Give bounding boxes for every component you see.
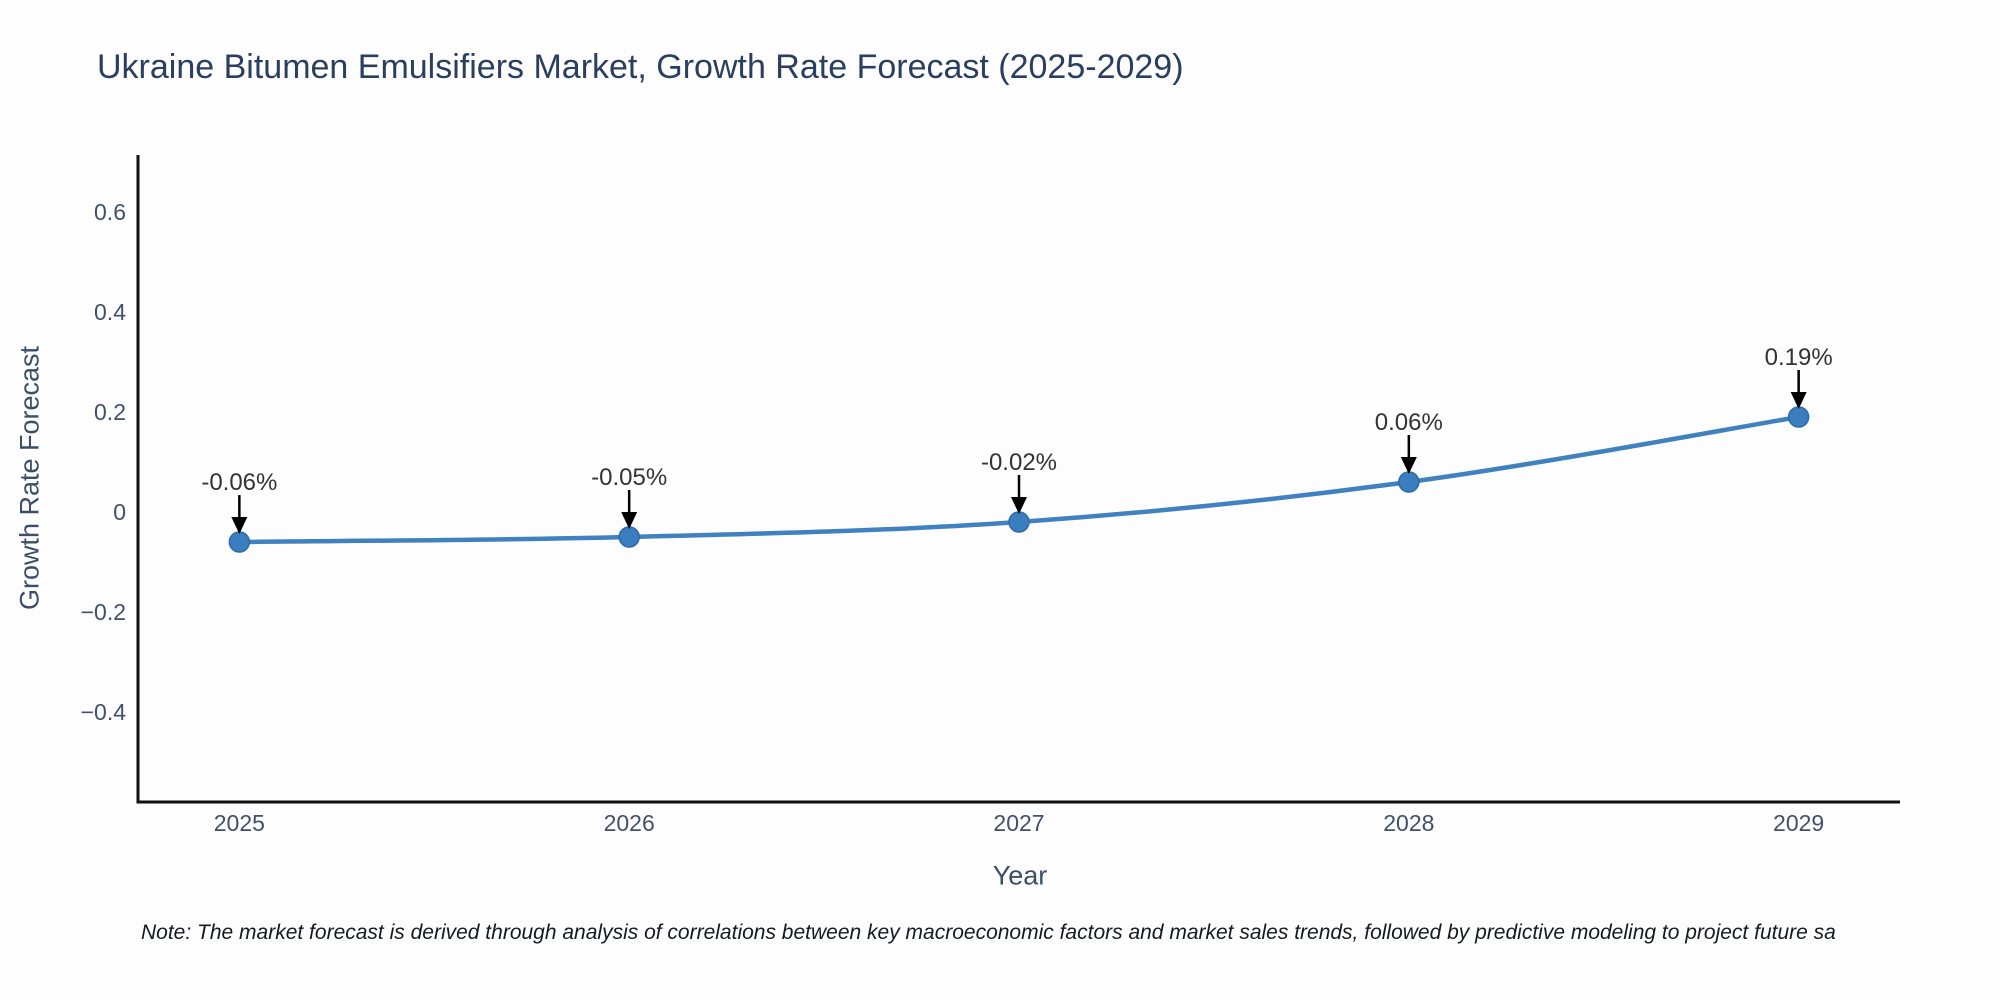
data-point-marker: [1398, 471, 1420, 493]
annotation-label: 0.06%: [1375, 409, 1443, 436]
data-point-marker: [228, 531, 251, 553]
data-point-marker: [618, 526, 640, 548]
chart-title: Ukraine Bitumen Emulsifiers Market, Grow…: [97, 48, 1184, 86]
annotation-arrow-head: [1011, 497, 1027, 514]
annotation-label: -0.05%: [591, 464, 667, 491]
y-tick-label: 0.2: [94, 399, 126, 425]
annotation-label: -0.06%: [201, 469, 277, 496]
y-tick-label: 0.6: [94, 199, 126, 225]
x-axis-title: Year: [992, 860, 1048, 891]
annotation-arrow-head: [1400, 457, 1417, 474]
annotation-arrow-head: [621, 512, 638, 529]
y-tick-label: 0.4: [94, 299, 126, 325]
x-tick-label: 2026: [604, 810, 655, 836]
footnote: Note: The market forecast is derived thr…: [141, 921, 1836, 944]
x-tick-label: 2028: [1383, 810, 1434, 836]
data-point-marker: [1787, 406, 1810, 428]
annotation-label: 0.19%: [1765, 344, 1833, 371]
x-tick-label: 2029: [1773, 810, 1824, 836]
annotation-arrow-head: [1790, 392, 1807, 409]
y-tick-label: −0.2: [81, 599, 126, 625]
x-tick-label: 2025: [214, 810, 265, 836]
y-tick-label: −0.4: [81, 699, 127, 725]
y-tick-label: 0: [113, 499, 126, 525]
annotation-label: -0.02%: [981, 449, 1057, 476]
annotation-arrow-head: [231, 517, 248, 534]
data-point-marker: [1008, 511, 1030, 533]
x-tick-label: 2027: [993, 810, 1044, 836]
